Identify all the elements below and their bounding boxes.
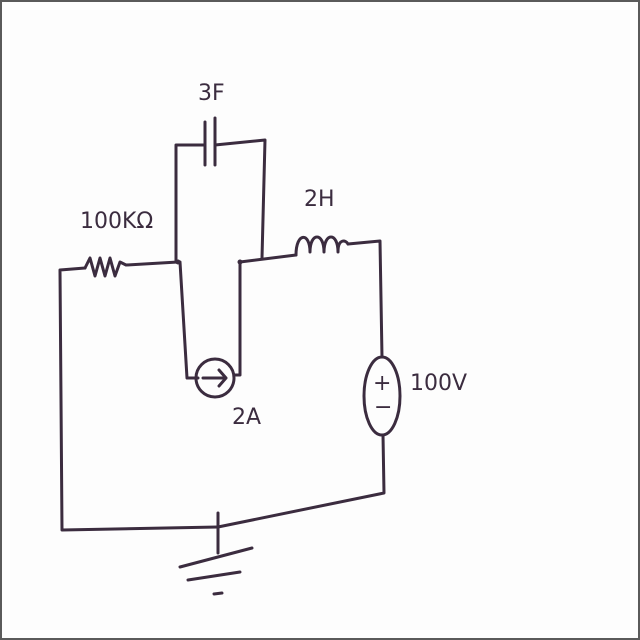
current-source xyxy=(194,357,236,399)
resistor-label: 100KΩ xyxy=(80,209,153,234)
ground-icon xyxy=(178,511,254,596)
left-wire xyxy=(58,266,220,532)
inductor-label: 2H xyxy=(304,187,335,212)
junction-dot xyxy=(237,259,243,265)
current-source-right-wire xyxy=(232,260,242,377)
junction-dot xyxy=(175,259,181,265)
resistor xyxy=(83,256,180,278)
inductor xyxy=(294,235,350,257)
bottom-wire xyxy=(216,433,386,529)
current-source-left-wire xyxy=(178,260,200,380)
right-wire xyxy=(346,239,384,359)
capacitor-left-wire xyxy=(174,143,207,264)
inductor-lead-left xyxy=(238,253,298,264)
voltage-source-plus: + xyxy=(373,371,391,396)
capacitor xyxy=(203,116,217,167)
capacitor-label: 3F xyxy=(198,81,225,106)
voltage-source xyxy=(362,355,402,437)
voltage-source-minus: − xyxy=(374,395,392,420)
current-source-label: 2A xyxy=(232,405,261,430)
capacitor-right-wire xyxy=(213,138,267,260)
voltage-source-label: 100V xyxy=(410,371,467,396)
